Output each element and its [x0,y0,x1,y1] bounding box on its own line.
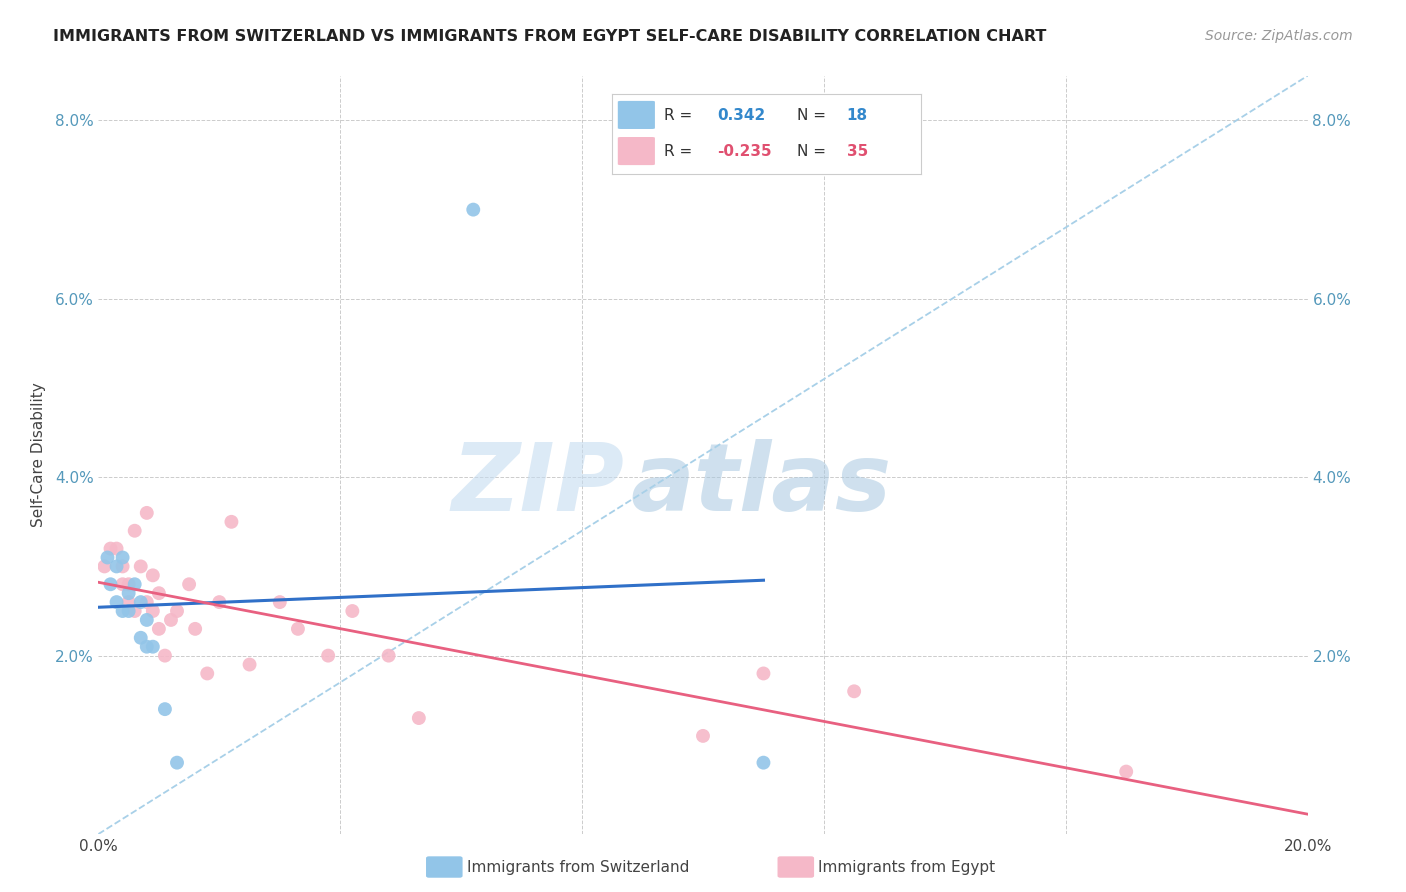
Point [96,550,118,565]
Point [111,559,134,574]
Point [105,559,128,574]
Point [105,595,128,609]
Point [124,577,146,591]
Point [844,684,866,698]
Point [166,756,188,770]
Point [142,604,165,618]
Point [166,604,188,618]
Point [124,524,146,538]
Point [129,631,152,645]
Point [160,613,183,627]
Text: 35: 35 [846,144,868,159]
Point [221,515,243,529]
Point [118,604,141,618]
Text: R =: R = [664,108,692,123]
Point [287,622,309,636]
Point [153,702,176,716]
Point [124,604,146,618]
Point [135,613,157,627]
Text: -0.235: -0.235 [717,144,772,159]
Text: atlas: atlas [630,439,891,532]
Point [100,577,122,591]
Point [111,577,134,591]
Text: R =: R = [664,144,692,159]
Point [105,541,128,556]
Text: Source: ZipAtlas.com: Source: ZipAtlas.com [1205,29,1353,43]
Point [208,595,231,609]
Point [1115,764,1137,779]
Point [135,506,157,520]
Point [184,622,207,636]
Point [752,756,775,770]
Point [93,559,115,574]
Point [118,586,141,600]
Point [148,586,170,600]
Text: Immigrants from Egypt: Immigrants from Egypt [818,860,995,874]
FancyBboxPatch shape [617,101,655,129]
Point [111,604,134,618]
Text: 18: 18 [846,108,868,123]
Y-axis label: Self-Care Disability: Self-Care Disability [31,383,46,527]
Text: Immigrants from Switzerland: Immigrants from Switzerland [467,860,689,874]
Point [752,666,775,681]
Point [129,559,152,574]
Text: N =: N = [797,144,827,159]
Point [100,541,122,556]
Point [316,648,339,663]
Point [195,666,218,681]
Point [692,729,714,743]
Point [135,595,157,609]
Point [118,595,141,609]
Point [239,657,262,672]
Text: ZIP: ZIP [451,439,624,532]
Point [111,550,134,565]
Point [153,648,176,663]
Point [179,577,201,591]
Point [269,595,291,609]
Point [148,622,170,636]
Text: N =: N = [797,108,827,123]
Text: IMMIGRANTS FROM SWITZERLAND VS IMMIGRANTS FROM EGYPT SELF-CARE DISABILITY CORREL: IMMIGRANTS FROM SWITZERLAND VS IMMIGRANT… [53,29,1047,44]
Point [408,711,430,725]
Point [142,568,165,582]
Point [142,640,165,654]
FancyBboxPatch shape [617,137,655,165]
Point [135,640,157,654]
Point [118,577,141,591]
Point [129,595,152,609]
Point [463,202,485,217]
Point [377,648,399,663]
Point [342,604,364,618]
Text: 0.342: 0.342 [717,108,765,123]
